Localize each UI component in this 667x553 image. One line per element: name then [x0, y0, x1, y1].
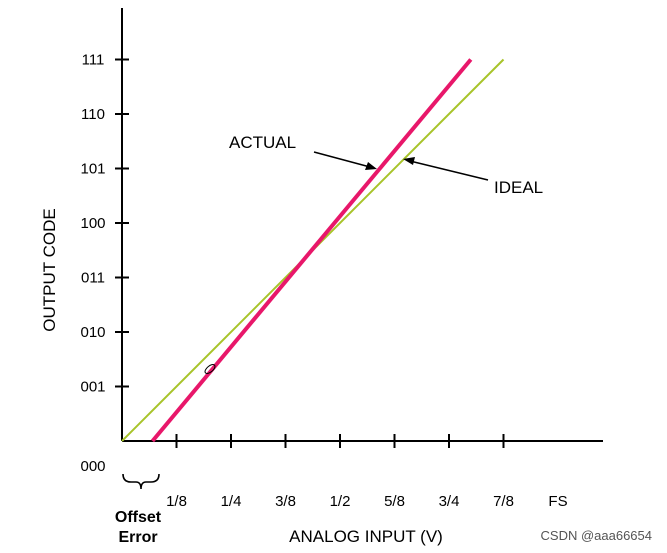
y-tick-label: 111: [82, 52, 105, 69]
y-tick-label: 000: [80, 458, 105, 475]
y-axis-title: OUTPUT CODE: [40, 208, 59, 331]
x-tick-label: 3/4: [439, 493, 460, 510]
y-tick-label: 011: [81, 270, 105, 287]
x-tick-label: 1/8: [166, 493, 187, 510]
y-tick-label: 101: [80, 161, 105, 178]
actual-arrow-head: [365, 162, 377, 170]
offset-label: Offset: [115, 509, 162, 526]
x-ticks: 1/8 1/4 3/8 1/2 5/8 3/4 7/8 FS: [166, 434, 568, 510]
y-tick-label: 010: [80, 324, 105, 341]
x-tick-label: 3/8: [275, 493, 296, 510]
x-tick-label: 7/8: [493, 493, 514, 510]
actual-label: ACTUAL: [229, 133, 296, 152]
actual-arrow: [313, 151, 371, 168]
x-tick-label: 5/8: [384, 493, 405, 510]
x-tick-label: 1/4: [221, 493, 242, 510]
actual-line: [150, 58, 473, 443]
y-tick-label: 110: [81, 106, 105, 123]
y-tick-label: 100: [80, 215, 105, 232]
offset-brace: [122, 473, 160, 490]
ideal-arrow-head: [403, 157, 415, 165]
y-ticks: 000 001 010 011 100 101 110 111: [80, 52, 129, 475]
ideal-arrow: [409, 160, 489, 181]
marker-icon: [204, 364, 216, 374]
error-label: Error: [118, 529, 157, 546]
watermark: CSDN @aaa66654: [541, 528, 652, 543]
x-axis-title: ANALOG INPUT (V): [289, 527, 443, 546]
x-tick-label: FS: [548, 493, 567, 510]
ideal-label: IDEAL: [494, 178, 543, 197]
y-tick-label: 001: [80, 379, 105, 396]
x-tick-label: 1/2: [330, 493, 351, 510]
